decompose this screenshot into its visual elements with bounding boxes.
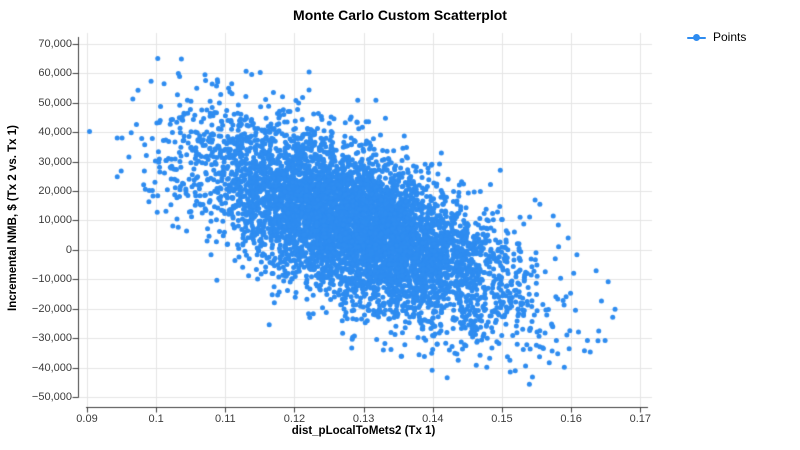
legend-dot-glyph: [693, 34, 700, 41]
x-axis-title: dist_pLocalToMets2 (Tx 1): [291, 425, 436, 437]
legend-label: Points: [713, 30, 747, 44]
scatter-series-legend-icon: [687, 34, 706, 42]
legend-item-points[interactable]: Points: [687, 31, 746, 44]
legend: Points: [687, 31, 746, 44]
y-axis-title: Incremental NMB, $ (Tx 2 vs. Tx 1): [7, 125, 19, 311]
